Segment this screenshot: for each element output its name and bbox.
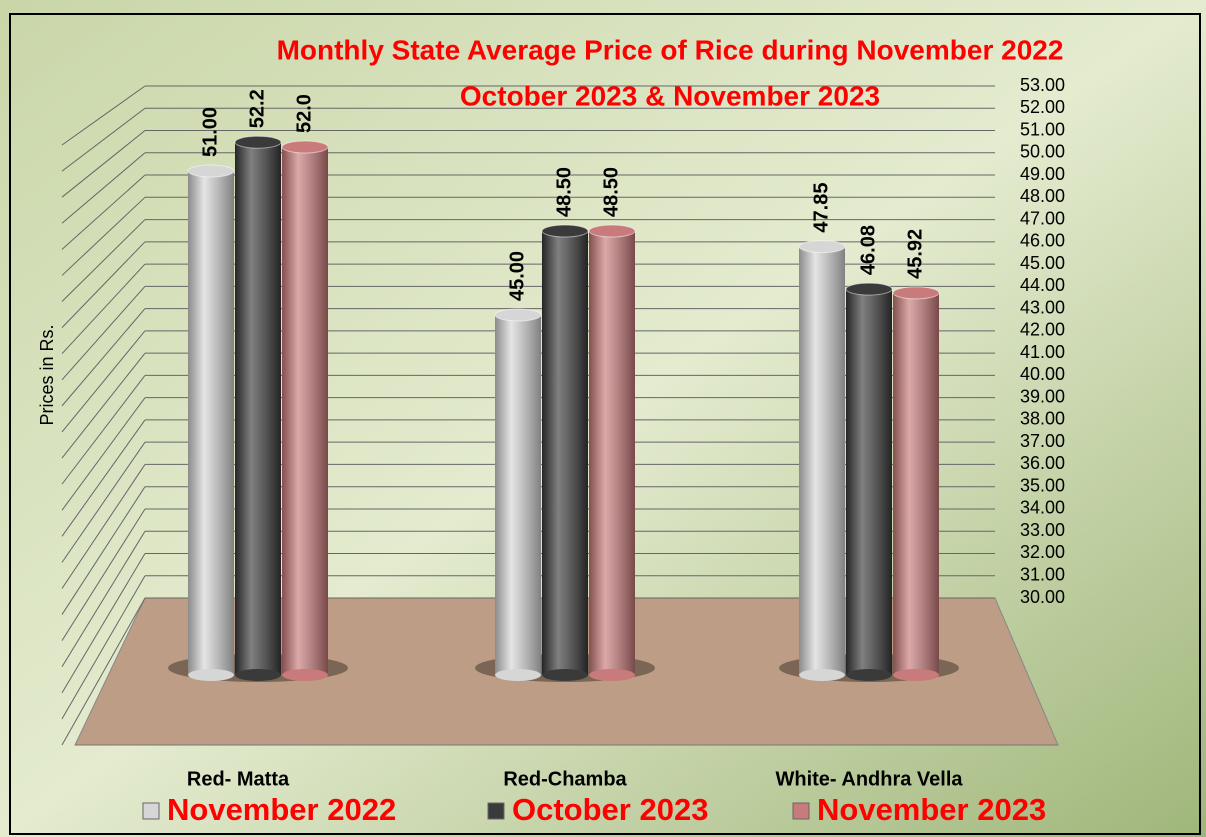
bar-bottom — [495, 669, 541, 681]
bar-shade — [188, 171, 234, 675]
x-tick-label: White- Andhra Vella — [775, 768, 963, 790]
y-tick-label: 36.00 — [1020, 453, 1065, 473]
legend-swatch — [143, 803, 159, 819]
y-tick-label: 43.00 — [1020, 297, 1065, 317]
bar-shade — [799, 247, 845, 675]
y-tick-label: 37.00 — [1020, 431, 1065, 451]
bar-shade — [282, 147, 328, 675]
bar-shade — [893, 293, 939, 675]
bar-bottom — [893, 669, 939, 681]
bar-bottom — [188, 669, 234, 681]
y-axis-title: Prices in Rs. — [37, 324, 57, 425]
y-tick-label: 31.00 — [1020, 564, 1065, 584]
legend-label: November 2022 — [167, 792, 396, 827]
legend-label: November 2023 — [817, 792, 1046, 827]
value-label: 48.50 — [553, 167, 575, 217]
y-tick-label: 34.00 — [1020, 498, 1065, 518]
y-tick-label: 30.00 — [1020, 587, 1065, 607]
x-tick-label: Red-Chamba — [503, 768, 627, 790]
y-tick-label: 48.00 — [1020, 186, 1065, 206]
y-tick-label: 32.00 — [1020, 542, 1065, 562]
y-tick-label: 47.00 — [1020, 208, 1065, 228]
y-tick-label: 50.00 — [1020, 142, 1065, 162]
y-tick-label: 51.00 — [1020, 119, 1065, 139]
chart-subtitle: October 2023 & November 2023 — [460, 80, 880, 111]
bar-top — [893, 287, 939, 299]
value-label: 47.85 — [810, 183, 832, 233]
y-tick-label: 33.00 — [1020, 520, 1065, 540]
bar-top — [235, 136, 281, 148]
bar-shade — [542, 231, 588, 675]
value-label: 48.50 — [600, 167, 622, 217]
bar-top — [282, 141, 328, 153]
bar-bottom — [589, 669, 635, 681]
legend-swatch — [488, 803, 504, 819]
y-tick-label: 41.00 — [1020, 342, 1065, 362]
bar-top — [542, 225, 588, 237]
bar-shade — [589, 231, 635, 675]
chart: Monthly State Average Price of Rice duri… — [0, 0, 1206, 837]
bar-top — [589, 225, 635, 237]
legend-swatch — [793, 803, 809, 819]
bar-top — [188, 165, 234, 177]
bar-shade — [846, 289, 892, 675]
bar-shade — [235, 142, 281, 675]
bar-top — [495, 309, 541, 321]
value-label: 45.92 — [904, 229, 926, 279]
y-tick-label: 40.00 — [1020, 364, 1065, 384]
value-label: 52.0 — [293, 94, 315, 133]
y-tick-label: 52.00 — [1020, 97, 1065, 117]
legend-label: October 2023 — [512, 792, 708, 827]
y-tick-label: 53.00 — [1020, 75, 1065, 95]
bar-bottom — [799, 669, 845, 681]
value-label: 45.00 — [506, 251, 528, 301]
bar-top — [846, 283, 892, 295]
y-tick-label: 35.00 — [1020, 475, 1065, 495]
y-tick-label: 38.00 — [1020, 409, 1065, 429]
y-tick-label: 44.00 — [1020, 275, 1065, 295]
value-label: 52.2 — [246, 89, 268, 128]
y-tick-label: 49.00 — [1020, 164, 1065, 184]
value-label: 51.00 — [199, 107, 221, 157]
bar-bottom — [542, 669, 588, 681]
y-tick-label: 42.00 — [1020, 320, 1065, 340]
bar-top — [799, 241, 845, 253]
y-tick-label: 45.00 — [1020, 253, 1065, 273]
bar-bottom — [846, 669, 892, 681]
bar-bottom — [282, 669, 328, 681]
bar-bottom — [235, 669, 281, 681]
chart-title: Monthly State Average Price of Rice duri… — [277, 34, 1064, 65]
bar-shade — [495, 315, 541, 675]
x-tick-label: Red- Matta — [187, 768, 290, 790]
value-label: 46.08 — [857, 225, 879, 275]
y-tick-label: 39.00 — [1020, 386, 1065, 406]
y-tick-label: 46.00 — [1020, 231, 1065, 251]
